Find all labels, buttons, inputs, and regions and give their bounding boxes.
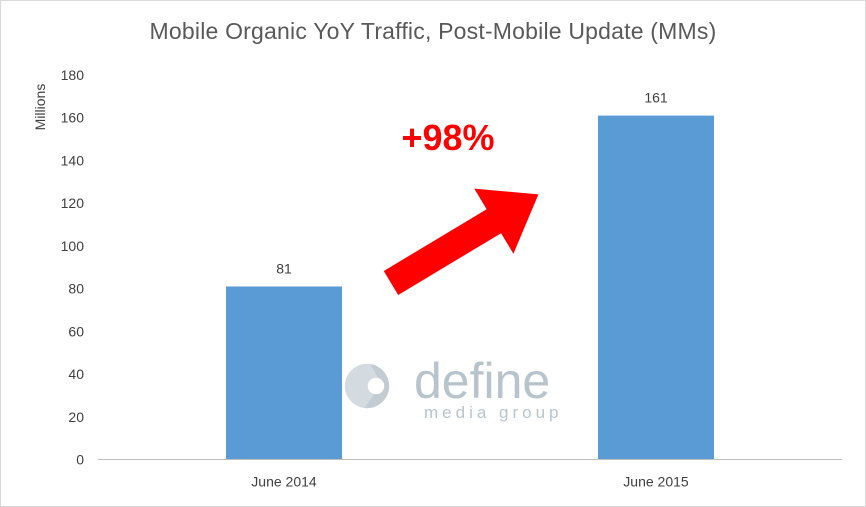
y-tick-label: 120 (61, 195, 85, 211)
watermark-name: define (414, 353, 550, 409)
y-tick-label: 160 (61, 110, 85, 126)
y-tick-label: 140 (61, 152, 85, 168)
y-axis-ticks: 0 20 40 60 80 100 120 140 160 180 (61, 67, 85, 468)
bars (226, 115, 714, 460)
y-tick-label: 80 (68, 281, 84, 297)
y-tick-label: 20 (68, 409, 84, 425)
x-tick-label: June 2014 (251, 474, 317, 490)
x-tick-label: June 2015 (623, 474, 689, 490)
define-media-group-logo-icon (344, 363, 390, 409)
y-tick-label: 60 (68, 323, 84, 339)
bar (226, 286, 342, 460)
y-tick-label: 100 (61, 238, 85, 254)
data-label: 161 (644, 90, 668, 106)
bar (598, 115, 714, 460)
watermark: define media group (344, 353, 563, 422)
red-arrow-up-right-icon (383, 188, 539, 296)
data-labels: 81 161 (276, 90, 668, 277)
x-axis-ticks: June 2014 June 2015 (251, 474, 689, 490)
watermark-tagline: media group (424, 403, 563, 422)
y-tick-label: 40 (68, 366, 84, 382)
data-label: 81 (276, 260, 292, 276)
y-tick-label: 0 (76, 452, 84, 468)
chart-title: Mobile Organic YoY Traffic, Post-Mobile … (149, 18, 717, 44)
y-tick-label: 180 (61, 67, 85, 83)
growth-annotation: +98% (401, 117, 494, 158)
